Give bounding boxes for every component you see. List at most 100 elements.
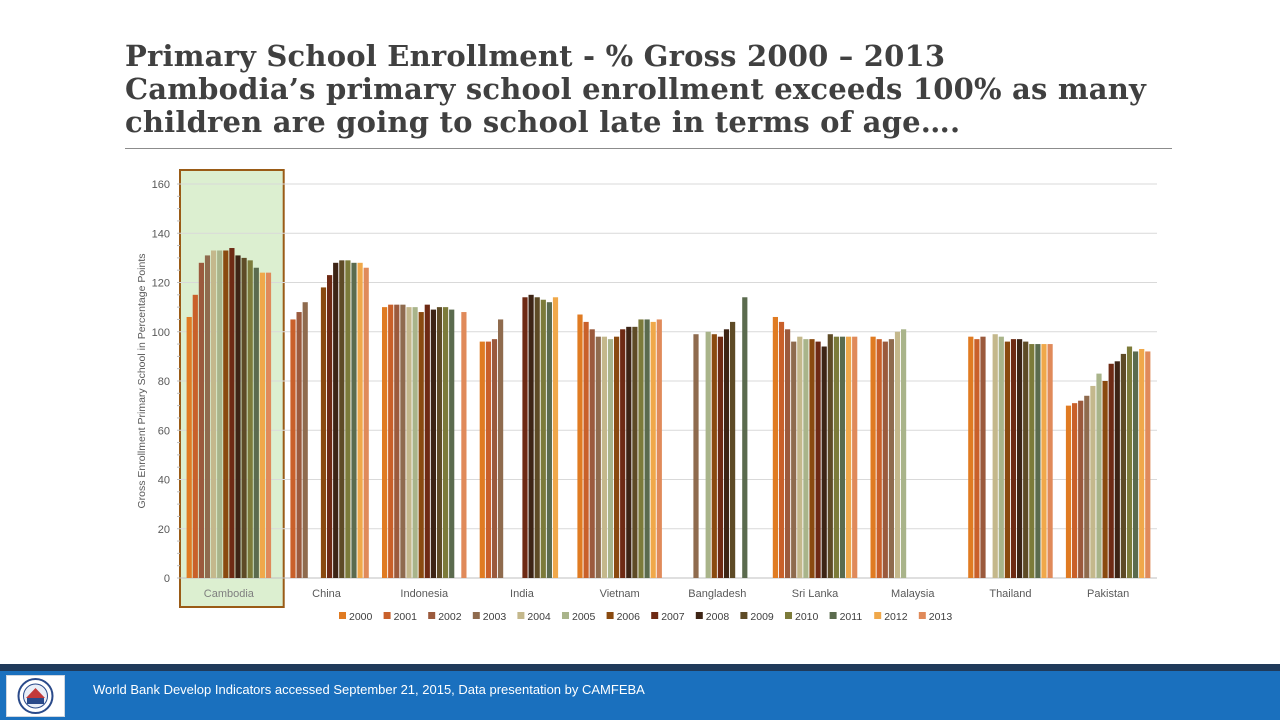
bar-pakistan-2009 bbox=[1120, 353, 1126, 578]
legend-label-2005: 2005 bbox=[572, 611, 596, 623]
bar-pakistan-2003 bbox=[1084, 395, 1090, 578]
title-line-1: Primary School Enrollment - % Gross 2000… bbox=[125, 39, 946, 73]
legend-label-2013: 2013 bbox=[929, 611, 953, 623]
bar-china-2009 bbox=[339, 260, 345, 578]
y-axis-label: Gross Enrollment Primary School in Perce… bbox=[136, 253, 148, 508]
bar-india-2011 bbox=[546, 302, 552, 578]
bar-vietnam-2012 bbox=[650, 321, 656, 578]
bar-thailand-2007 bbox=[1010, 339, 1017, 578]
bar-india-2007 bbox=[522, 297, 528, 578]
x-category-label: Indonesia bbox=[400, 588, 449, 600]
legend-label-2012: 2012 bbox=[884, 611, 908, 623]
bar-cambodia-2006 bbox=[223, 250, 229, 579]
y-tick-label: 160 bbox=[152, 179, 170, 191]
bar-indonesia-2006 bbox=[418, 312, 424, 578]
bar-sri-lanka-2000 bbox=[772, 316, 778, 578]
bar-thailand-2001 bbox=[974, 339, 980, 578]
bar-china-2010 bbox=[345, 260, 351, 578]
bar-china-2002 bbox=[296, 312, 302, 578]
bar-sri-lanka-2012 bbox=[846, 336, 852, 578]
legend-swatch-2003 bbox=[472, 612, 480, 619]
bar-india-2008 bbox=[528, 294, 534, 578]
bar-vietnam-2013 bbox=[656, 319, 662, 578]
bar-thailand-2008 bbox=[1017, 339, 1023, 578]
bar-sri-lanka-2007 bbox=[815, 341, 821, 578]
y-tick-label: 20 bbox=[158, 524, 170, 536]
bar-pakistan-2002 bbox=[1078, 400, 1084, 578]
y-tick-label: 80 bbox=[158, 376, 170, 388]
bar-thailand-2010 bbox=[1029, 344, 1035, 578]
y-tick-label: 60 bbox=[158, 425, 170, 437]
x-category-label: China bbox=[312, 588, 342, 600]
enrollment-bar-chart: 0 20 40 60 80 100 120 140 160 Gross Enrollment Pr… bbox=[136, 169, 1157, 623]
bar-malaysia-2001 bbox=[876, 339, 882, 578]
bar-indonesia-2013 bbox=[461, 312, 467, 578]
y-tick-label: 120 bbox=[152, 278, 170, 290]
legend-label-2003: 2003 bbox=[483, 611, 507, 623]
y-tick-label: 0 bbox=[164, 573, 170, 585]
bar-pakistan-2006 bbox=[1102, 381, 1108, 578]
bar-china-2001 bbox=[290, 319, 296, 578]
bar-cambodia-2003 bbox=[204, 255, 211, 578]
bar-vietnam-2010 bbox=[638, 319, 644, 578]
bar-vietnam-2004 bbox=[601, 336, 607, 578]
legend-label-2009: 2009 bbox=[750, 611, 774, 623]
legend-label-2011: 2011 bbox=[840, 611, 863, 623]
bar-indonesia-2009 bbox=[436, 307, 443, 579]
bar-sri-lanka-2008 bbox=[821, 346, 827, 578]
bar-india-2002 bbox=[491, 339, 498, 578]
legend-label-2001: 2001 bbox=[394, 611, 418, 623]
bar-pakistan-2004 bbox=[1090, 385, 1096, 578]
legend-label-2008: 2008 bbox=[706, 611, 730, 623]
bar-cambodia-2004 bbox=[211, 250, 217, 579]
bar-cambodia-2009 bbox=[241, 257, 247, 579]
bar-india-2003 bbox=[498, 319, 504, 578]
bar-bangladesh-2007 bbox=[717, 336, 723, 578]
bar-cambodia-2001 bbox=[192, 294, 198, 578]
bar-cambodia-2000 bbox=[186, 316, 192, 578]
bar-sri-lanka-2005 bbox=[803, 339, 809, 578]
bar-thailand-2005 bbox=[998, 336, 1004, 578]
footer-accent-bar bbox=[0, 664, 1280, 671]
bar-bangladesh-2008 bbox=[723, 329, 730, 578]
camfeba-logo bbox=[6, 675, 65, 717]
bar-sri-lanka-2006 bbox=[809, 339, 815, 578]
bar-sri-lanka-2003 bbox=[791, 341, 797, 578]
legend-swatch-2008 bbox=[695, 612, 703, 619]
bar-cambodia-2013 bbox=[265, 272, 272, 578]
bar-indonesia-2007 bbox=[424, 304, 430, 578]
bar-india-2010 bbox=[540, 299, 546, 578]
bar-vietnam-2000 bbox=[577, 314, 583, 578]
bar-indonesia-2001 bbox=[388, 304, 394, 578]
bar-indonesia-2004 bbox=[406, 307, 412, 579]
bar-cambodia-2008 bbox=[235, 255, 241, 578]
bar-cambodia-2002 bbox=[198, 262, 204, 578]
bar-china-2003 bbox=[302, 302, 308, 578]
y-tick-label: 40 bbox=[158, 475, 170, 487]
bar-vietnam-2011 bbox=[644, 319, 650, 578]
bar-indonesia-2010 bbox=[443, 307, 449, 579]
bar-vietnam-2009 bbox=[632, 326, 638, 578]
bar-vietnam-2007 bbox=[620, 329, 626, 578]
bar-bangladesh-2003 bbox=[693, 334, 699, 578]
bar-indonesia-2002 bbox=[394, 304, 400, 578]
legend-swatch-2006 bbox=[606, 612, 614, 619]
bar-sri-lanka-2002 bbox=[785, 329, 791, 578]
x-category-label: Bangladesh bbox=[688, 588, 746, 600]
bar-vietnam-2006 bbox=[614, 336, 620, 578]
bar-pakistan-2013 bbox=[1145, 351, 1151, 578]
bar-bangladesh-2006 bbox=[711, 334, 717, 578]
bar-malaysia-2000 bbox=[870, 336, 876, 578]
bar-cambodia-2012 bbox=[259, 272, 265, 578]
legend-swatch-2007 bbox=[651, 612, 659, 619]
bar-india-2012 bbox=[552, 297, 559, 578]
x-category-label: Vietnam bbox=[600, 588, 640, 600]
bar-pakistan-2001 bbox=[1072, 403, 1078, 578]
bar-bangladesh-2011 bbox=[742, 297, 748, 578]
bar-china-2011 bbox=[351, 262, 357, 578]
bar-cambodia-2005 bbox=[217, 250, 223, 579]
bar-thailand-2012 bbox=[1041, 344, 1047, 578]
bar-pakistan-2000 bbox=[1065, 405, 1072, 579]
bar-pakistan-2011 bbox=[1133, 351, 1139, 578]
bar-china-2006 bbox=[320, 287, 327, 578]
